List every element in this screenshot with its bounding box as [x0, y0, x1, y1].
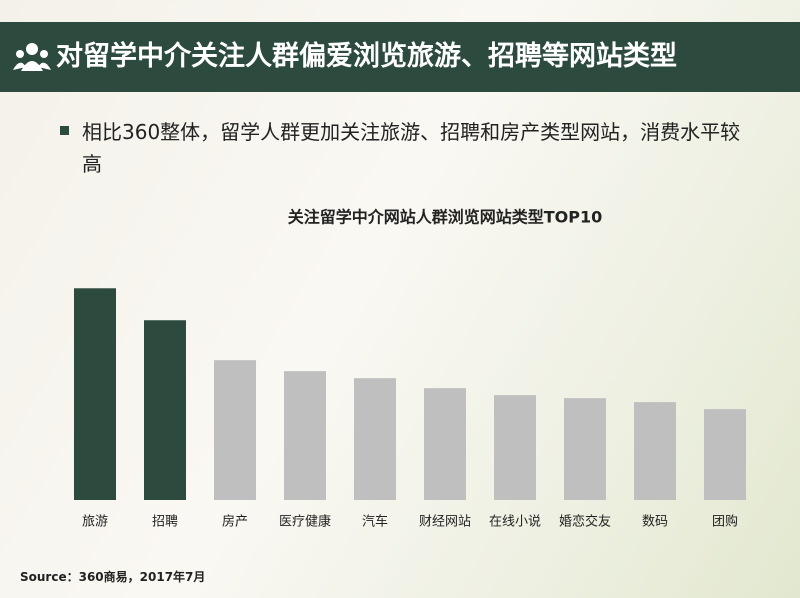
- x-tick-label: 团购: [712, 514, 738, 530]
- source-note: Source：360商易，2017年7月: [20, 570, 206, 584]
- bar: [564, 398, 606, 500]
- bullet-marker: [60, 126, 69, 135]
- header-title: 对留学中介关注人群偏爱浏览旅游、招聘等网站类型: [56, 41, 677, 72]
- x-tick-label: 数码: [642, 515, 668, 530]
- chart-title: 关注留学中介网站人群浏览网站类型TOP10: [288, 208, 603, 227]
- x-tick-label: 汽车: [362, 514, 388, 530]
- bar: [494, 395, 536, 500]
- bar: [634, 402, 676, 500]
- bar: [354, 378, 396, 500]
- bar: [284, 371, 326, 500]
- bar: [144, 320, 186, 500]
- header-band: 对留学中介关注人群偏爱浏览旅游、招聘等网站类型: [0, 22, 800, 92]
- people-icon: [13, 43, 51, 71]
- x-tick-label: 招聘: [152, 515, 178, 530]
- bar: [424, 388, 466, 500]
- x-tick-label: 财经网站: [419, 515, 471, 530]
- x-tick-label: 在线小说: [489, 515, 541, 530]
- x-tick-label: 婚恋交友: [559, 514, 611, 530]
- x-tick-label: 房产: [222, 514, 248, 530]
- bar: [74, 288, 116, 500]
- bullet-text: 相比360整体，留学人群更加关注旅游、招聘和房产类型网站，消费水平较高: [82, 120, 741, 176]
- x-tick-label: 医疗健康: [279, 514, 331, 530]
- x-tick-label: 旅游: [82, 515, 108, 530]
- bar: [704, 409, 746, 500]
- bar: [214, 360, 256, 500]
